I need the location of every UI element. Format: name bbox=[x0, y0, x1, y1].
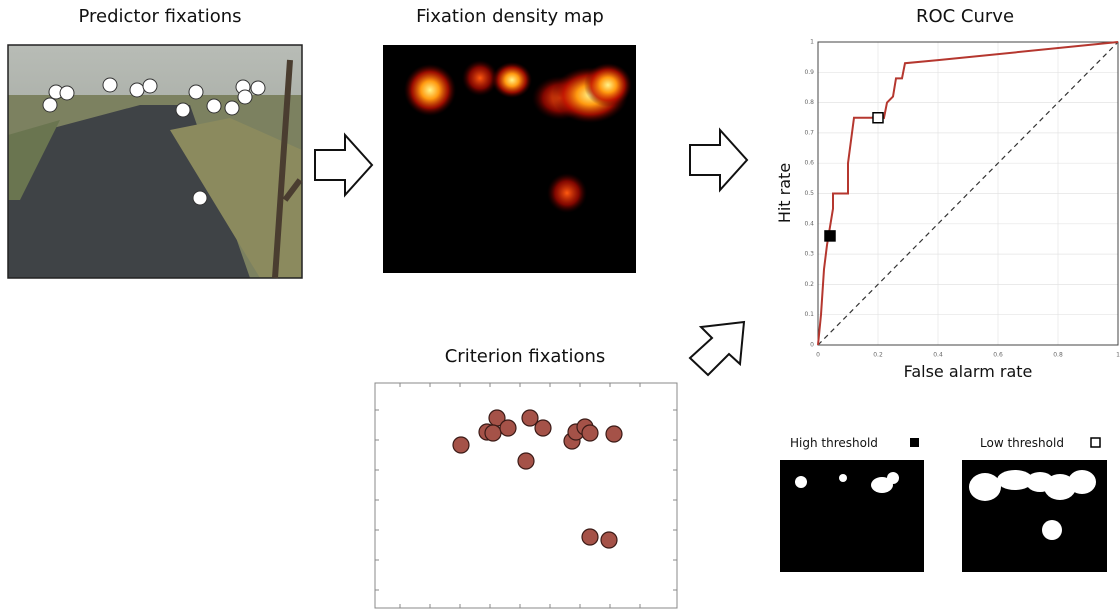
threshold-icon bbox=[910, 438, 919, 447]
x-axis-label: False alarm rate bbox=[904, 362, 1033, 381]
panel-title: Predictor fixations bbox=[78, 6, 241, 27]
road-photo bbox=[8, 45, 302, 278]
x-tick-label: 0.2 bbox=[873, 352, 883, 359]
panel-title: Criterion fixations bbox=[445, 346, 606, 367]
y-tick-label: 0.3 bbox=[804, 251, 814, 258]
low-threshold-map bbox=[962, 460, 1107, 572]
chart-title: ROC Curve bbox=[916, 6, 1014, 27]
y-tick-label: 0.2 bbox=[804, 281, 814, 288]
x-tick-label: 1 bbox=[1116, 352, 1120, 359]
x-tick-label: 0.8 bbox=[1053, 352, 1063, 359]
x-tick-label: 0 bbox=[816, 352, 820, 359]
threshold-label: Low threshold bbox=[980, 436, 1064, 450]
roc-plot: 0 0.1 0.2 0.3 0.4 0.5 0.6 0.7 0.8 0.9 1 0 0.2 0.4 0.6 0… bbox=[804, 39, 1120, 359]
y-tick-label: 0.4 bbox=[804, 220, 814, 227]
y-tick-label: 0.8 bbox=[804, 99, 814, 106]
threshold-icon bbox=[1091, 438, 1100, 447]
x-tick-label: 0.6 bbox=[993, 352, 1003, 359]
y-tick-label: 0.9 bbox=[804, 69, 814, 76]
y-tick-label: 0.1 bbox=[804, 311, 814, 318]
y-axis-label: Hit rate bbox=[775, 163, 794, 223]
x-tick-label: 0.4 bbox=[933, 352, 943, 359]
figure: Predictor fixations Fixation density map… bbox=[0, 0, 1120, 611]
panel-title: Fixation density map bbox=[416, 6, 604, 27]
y-tick-label: 0.7 bbox=[804, 129, 814, 136]
y-tick-label: 0.6 bbox=[804, 160, 814, 167]
y-tick-label: 1 bbox=[810, 39, 814, 46]
density-map bbox=[383, 45, 636, 273]
threshold-marker bbox=[825, 231, 835, 241]
threshold-marker bbox=[873, 113, 883, 123]
y-tick-label: 0 bbox=[810, 342, 814, 349]
threshold-label: High threshold bbox=[790, 436, 878, 450]
y-tick-label: 0.5 bbox=[804, 190, 814, 197]
high-threshold-map bbox=[780, 460, 924, 572]
